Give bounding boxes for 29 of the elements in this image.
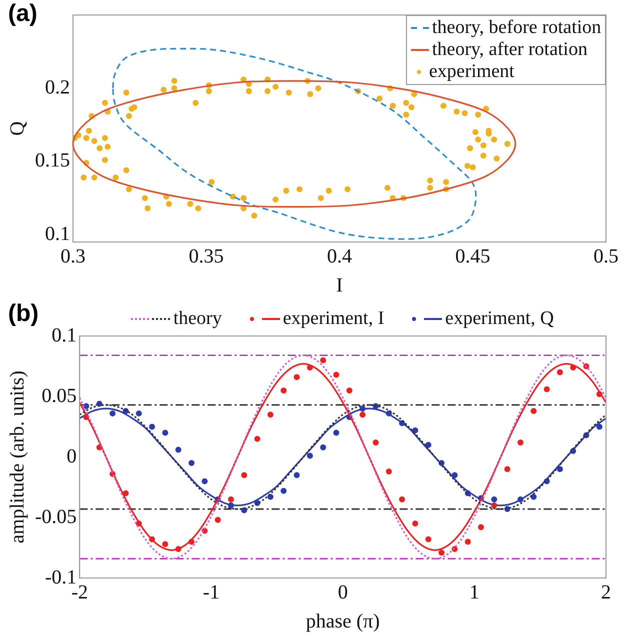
y-tick-label: 0.1	[52, 324, 77, 346]
x-tick-label: 2	[601, 581, 611, 604]
annotation: theory, after rotation	[432, 39, 588, 61]
y-tick-label: 0.1	[45, 222, 70, 245]
legend-label: experiment, I	[282, 308, 384, 330]
y-tick-label: 0.2	[45, 76, 70, 98]
x-axis-title: phase (π)	[306, 610, 380, 632]
y-tick-label: -0.1	[44, 566, 77, 588]
y-tick-label: -0.05	[34, 506, 77, 528]
x-axis-title: I	[336, 274, 343, 296]
legend-label: experiment	[429, 61, 514, 83]
annotation: theory, before rotation	[432, 17, 602, 39]
y-axis-title: Q	[6, 120, 28, 136]
x-tick-label: 0	[338, 581, 348, 604]
y-tick-label: 0	[66, 445, 77, 468]
y-tick-label: 0.15	[35, 150, 70, 172]
chart-title: (a)	[8, 0, 38, 28]
x-tick-label: 0.5	[594, 245, 618, 268]
legend-label: experiment, Q	[445, 308, 554, 330]
x-tick-label: 0.35	[188, 245, 224, 268]
y-axis-title: amplitude (arb. units)	[6, 370, 28, 544]
x-tick-label: 1	[469, 581, 480, 604]
x-tick-label: 0.4	[327, 245, 352, 268]
x-tick-label: -1	[202, 581, 220, 604]
legend-label: theory	[173, 308, 222, 330]
chart-title: (b)	[8, 300, 39, 328]
y-tick-label: 0.05	[42, 384, 77, 407]
x-tick-label: 0.3	[60, 245, 86, 268]
x-tick-label: 0.45	[455, 245, 490, 268]
